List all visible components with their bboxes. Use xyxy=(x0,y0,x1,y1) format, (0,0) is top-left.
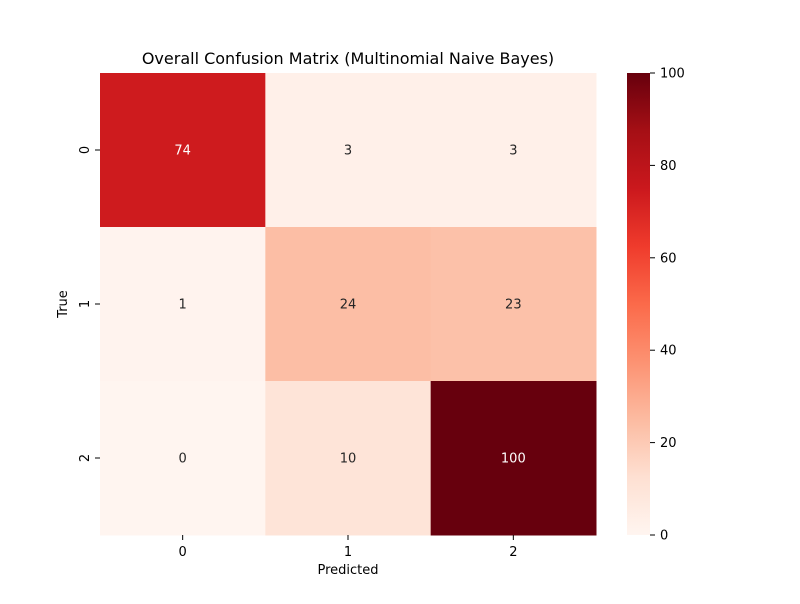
y-axis-ticks: 0 1 2 xyxy=(78,146,100,462)
colorbar-tick-label: 100 xyxy=(660,67,685,82)
heatmap-cell xyxy=(100,381,266,536)
colorbar-ticks: 0 20 40 60 80 100 xyxy=(650,67,685,544)
colorbar-tick-label: 20 xyxy=(660,436,677,451)
heatmap-cell xyxy=(265,73,432,228)
heatmap-cell xyxy=(430,73,597,228)
x-axis-ticks: 0 1 2 xyxy=(179,535,517,560)
heatmap-cell xyxy=(265,227,432,382)
colorbar-tick-label: 0 xyxy=(660,529,668,544)
cell-value-label: 3 xyxy=(344,144,352,159)
chart-title: Overall Confusion Matrix (Multinomial Na… xyxy=(142,49,554,68)
cell-annotations: 74 3 3 1 24 23 0 10 100 xyxy=(174,144,525,467)
cell-value-label: 0 xyxy=(179,452,187,467)
colorbar-tick-label: 80 xyxy=(660,159,677,174)
heatmap-cell xyxy=(265,381,432,536)
heatmap-cell xyxy=(100,73,266,228)
cell-value-label: 24 xyxy=(340,298,357,313)
cell-value-label: 100 xyxy=(501,452,526,467)
cell-value-label: 10 xyxy=(340,452,357,467)
colorbar-tick-label: 60 xyxy=(660,251,677,266)
x-tick-label: 1 xyxy=(344,545,352,560)
x-tick-label: 2 xyxy=(509,545,517,560)
colorbar-tick-label: 40 xyxy=(660,344,677,359)
heatmap-cell xyxy=(430,227,597,382)
cell-value-label: 74 xyxy=(174,144,191,159)
y-tick-label: 0 xyxy=(78,146,93,154)
colorbar xyxy=(627,73,650,535)
heatmap-cell xyxy=(100,227,266,382)
cell-value-label: 23 xyxy=(505,298,522,313)
x-axis-label: Predicted xyxy=(317,563,378,578)
heatmap-cell xyxy=(430,381,597,536)
y-tick-label: 2 xyxy=(78,454,93,462)
cell-value-label: 1 xyxy=(179,298,187,313)
cell-value-label: 3 xyxy=(509,144,517,159)
heatmap-cells xyxy=(100,73,597,536)
x-tick-label: 0 xyxy=(179,545,187,560)
y-axis-label: True xyxy=(56,290,71,319)
y-tick-label: 1 xyxy=(78,300,93,308)
